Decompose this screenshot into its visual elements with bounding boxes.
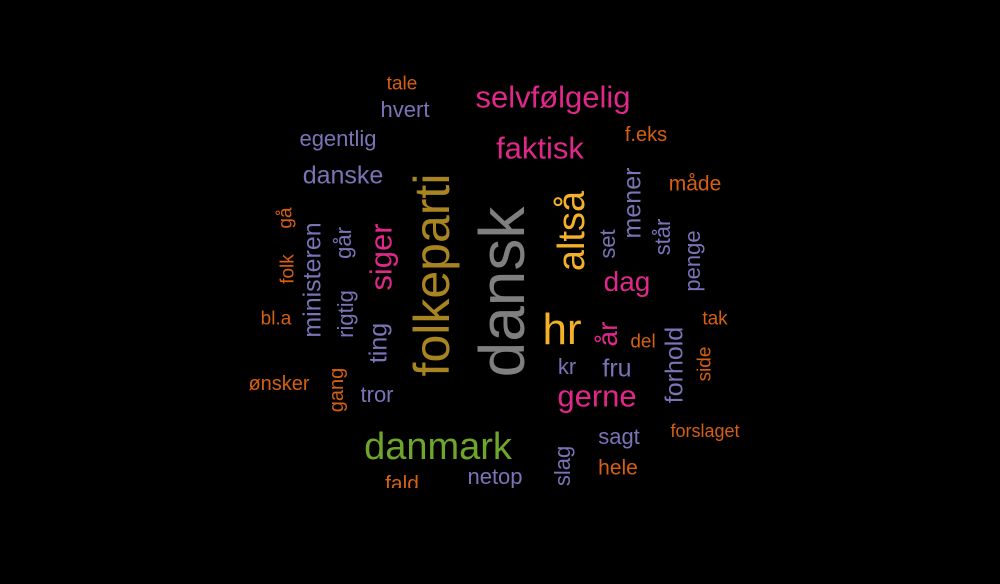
word-gang: gang	[326, 367, 348, 413]
word-hr: hr	[542, 305, 582, 354]
word-bla: bl.a	[260, 308, 292, 330]
word-dag: dag	[603, 266, 651, 297]
word-hele: hele	[598, 456, 638, 480]
word-altsa: altså	[551, 190, 593, 272]
word-ga: gå	[275, 207, 297, 229]
word-kr: kr	[557, 354, 577, 379]
word-gar: går	[331, 227, 356, 259]
word-ting: ting	[364, 322, 393, 364]
word-danmark: danmark	[364, 426, 512, 468]
word-siger: siger	[363, 223, 399, 291]
word-slag: slag	[550, 445, 575, 487]
word-tror: tror	[360, 382, 394, 407]
word-star: står	[650, 218, 675, 256]
word-tak: tak	[702, 308, 728, 330]
word-del: del	[630, 331, 656, 353]
word-fru: fru	[602, 354, 632, 383]
word-forslaget: forslaget	[670, 421, 740, 441]
word-dansk: dansk	[466, 206, 538, 378]
word-hvert: hvert	[380, 97, 430, 122]
word-forhold: forhold	[660, 326, 689, 404]
word-selvfolgelig: selvfølgelig	[475, 79, 631, 115]
word-sagt: sagt	[598, 424, 640, 449]
word-onsker: ønsker	[248, 373, 310, 395]
word-folk: folk	[277, 254, 299, 284]
word-folkeparti: folkeparti	[404, 173, 460, 377]
word-gerne: gerne	[557, 378, 637, 414]
word-ar: år	[592, 321, 623, 347]
word-danske: danske	[302, 161, 384, 190]
word-netop: netop	[467, 464, 523, 488]
word-fald: fald	[385, 472, 419, 489]
word-egentlig: egentlig	[299, 126, 377, 151]
word-tale: tale	[386, 73, 418, 95]
word-set: set	[595, 229, 620, 259]
word-rigtig: rigtig	[333, 290, 358, 338]
word-mener: mener	[618, 167, 647, 239]
word-made: måde	[668, 172, 722, 196]
word-side: side	[694, 346, 716, 382]
word-ministeren: ministeren	[298, 222, 327, 338]
word-feks: f.eks	[624, 124, 668, 146]
word-faktisk: faktisk	[496, 130, 584, 166]
word-cloud-canvas: dansk folkeparti hr danmark altså selvfø…	[248, 73, 740, 489]
word-penge: penge	[680, 230, 705, 292]
